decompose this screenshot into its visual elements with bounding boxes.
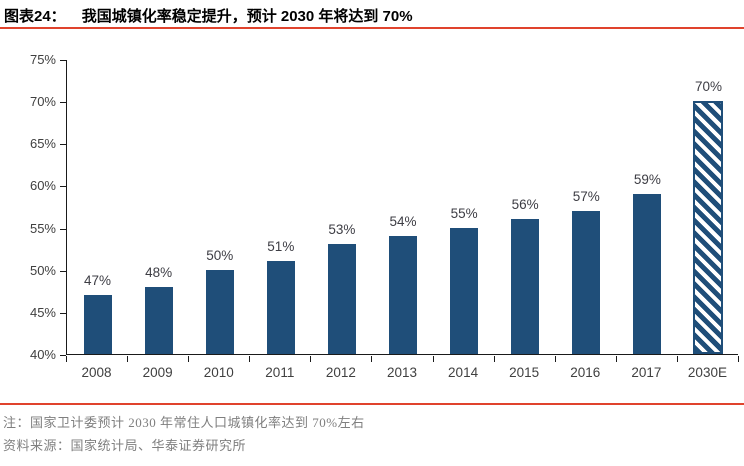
x-axis-label-2014: 2014 xyxy=(448,365,479,380)
figure-notes: 注：国家卫计委预计 2030 年常住人口城镇化率达到 70%左右 资料来源：国家… xyxy=(3,411,365,457)
y-axis-tick xyxy=(60,144,66,146)
y-axis-tick xyxy=(60,186,66,188)
x-axis-tick xyxy=(66,356,67,362)
bar-2009 xyxy=(144,286,173,354)
x-axis-label-2008: 2008 xyxy=(81,365,112,380)
bar-2017 xyxy=(633,193,662,354)
x-axis-tick xyxy=(738,356,739,362)
bar-value-label-2030E: 70% xyxy=(694,79,722,95)
source-text: 资料来源：国家统计局、华泰证券研究所 xyxy=(3,438,247,453)
bar-value-label-2017: 59% xyxy=(633,171,661,187)
bar-value-label-2013: 54% xyxy=(389,214,417,229)
x-axis-tick xyxy=(615,356,617,362)
x-axis-label-2016: 2016 xyxy=(570,365,601,380)
header-rule xyxy=(0,27,744,29)
figure-title: 我国城镇化率稳定提升，预计 2030 年将达到 70% xyxy=(81,8,413,25)
x-axis-tick xyxy=(676,356,678,362)
x-axis-tick xyxy=(554,356,556,362)
bar-2010 xyxy=(205,269,234,354)
x-axis-label-2013: 2013 xyxy=(386,365,418,380)
bar-2011 xyxy=(266,261,295,354)
x-axis-label-2015: 2015 xyxy=(509,365,540,380)
y-axis-label-70: 70% xyxy=(29,94,56,110)
bar-2014 xyxy=(450,227,479,354)
chart-plot-area: 47% 48% 50% 51% 53% 54% 55% 56% 57% 59% 70% xyxy=(66,60,738,355)
y-axis-label-50: 50% xyxy=(29,262,56,278)
bar-value-label-2011: 51% xyxy=(267,239,295,255)
bar-2030E xyxy=(693,101,724,354)
bar-value-label-2008: 47% xyxy=(84,273,112,288)
y-axis-tick xyxy=(60,60,66,61)
x-axis-label-2017: 2017 xyxy=(631,365,662,380)
figure-header: 图表24： 我国城镇化率稳定提升，预计 2030 年将达到 70% xyxy=(4,5,413,26)
x-axis-tick xyxy=(432,356,434,362)
bar-value-label-2014: 55% xyxy=(450,205,478,221)
x-axis-tick xyxy=(371,356,373,362)
x-axis-label-2030E: 2030E xyxy=(687,365,727,380)
bar-value-label-2015: 56% xyxy=(511,197,539,213)
bar-2013 xyxy=(389,236,417,354)
y-axis-label-75: 75% xyxy=(29,52,56,67)
y-axis-tick xyxy=(60,355,66,356)
bar-2008 xyxy=(83,295,112,354)
bar-value-label-2010: 50% xyxy=(206,247,234,263)
y-axis-tick xyxy=(60,312,66,314)
x-axis-label-2012: 2012 xyxy=(325,365,356,380)
y-axis-tick xyxy=(60,102,66,104)
x-axis-tick xyxy=(188,356,190,362)
y-axis-label-45: 45% xyxy=(29,304,56,320)
x-axis-label-2010: 2010 xyxy=(203,365,234,380)
bar-value-label-2009: 48% xyxy=(145,264,173,280)
x-axis-label-2009: 2009 xyxy=(142,365,173,380)
bar-value-label-2016: 57% xyxy=(572,188,600,204)
bar-2016 xyxy=(572,210,601,354)
y-axis-tick xyxy=(60,270,66,272)
x-axis-tick xyxy=(493,356,495,362)
x-axis-tick xyxy=(310,356,312,362)
urbanization-bar-chart: 47% 48% 50% 51% 53% 54% 55% 56% 57% 59% 70% 40% 45%… xyxy=(0,40,744,400)
y-axis-label-55: 55% xyxy=(29,220,56,236)
footer-rule xyxy=(0,403,744,405)
bar-2012 xyxy=(327,244,356,354)
y-axis-label-40: 40% xyxy=(29,347,56,362)
y-axis-label-60: 60% xyxy=(29,178,56,194)
x-axis-tick xyxy=(127,356,129,362)
x-axis-label-2011: 2011 xyxy=(265,365,295,380)
note-text: 注：国家卫计委预计 2030 年常住人口城镇化率达到 70%左右 xyxy=(3,415,365,430)
figure-number-label: 图表24： xyxy=(4,8,66,25)
bar-2015 xyxy=(511,219,540,354)
bar-value-label-2012: 53% xyxy=(328,222,356,238)
y-axis-tick xyxy=(60,228,66,230)
x-axis-tick xyxy=(249,356,251,362)
y-axis-label-65: 65% xyxy=(29,136,56,152)
